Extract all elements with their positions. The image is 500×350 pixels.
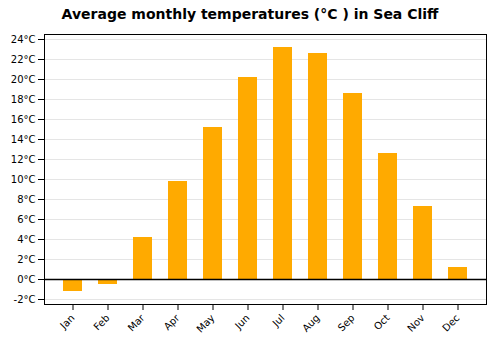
- svg-text:18°C: 18°C: [11, 94, 36, 105]
- svg-text:Nov: Nov: [405, 312, 427, 334]
- svg-text:14°C: 14°C: [11, 134, 36, 145]
- svg-text:16°C: 16°C: [11, 114, 36, 125]
- svg-text:Mar: Mar: [126, 312, 148, 334]
- svg-text:-2°C: -2°C: [14, 294, 36, 305]
- svg-text:12°C: 12°C: [11, 154, 36, 165]
- svg-text:Dec: Dec: [440, 312, 461, 333]
- svg-text:Sep: Sep: [336, 312, 357, 333]
- svg-text:24°C: 24°C: [11, 34, 36, 45]
- svg-text:Feb: Feb: [91, 312, 111, 332]
- svg-text:0°C: 0°C: [17, 274, 35, 285]
- svg-text:22°C: 22°C: [11, 54, 36, 65]
- svg-text:20°C: 20°C: [11, 74, 36, 85]
- svg-text:Jan: Jan: [57, 312, 76, 331]
- svg-text:8°C: 8°C: [17, 194, 35, 205]
- svg-text:Apr: Apr: [162, 312, 183, 333]
- svg-text:2°C: 2°C: [17, 254, 35, 265]
- html-text:Average monthly temperatures (: Average monthly temperatures (°C ) in Se…: [61, 6, 439, 22]
- svg-text:Jul: Jul: [270, 312, 287, 329]
- svg-text:Oct: Oct: [372, 312, 392, 332]
- svg-text:6°C: 6°C: [17, 214, 35, 225]
- svg-text:4°C: 4°C: [17, 234, 35, 245]
- svg-text:Aug: Aug: [300, 312, 322, 334]
- svg-text:May: May: [194, 312, 216, 334]
- svg-text:10°C: 10°C: [11, 174, 36, 185]
- svg-text:Jun: Jun: [232, 312, 252, 332]
